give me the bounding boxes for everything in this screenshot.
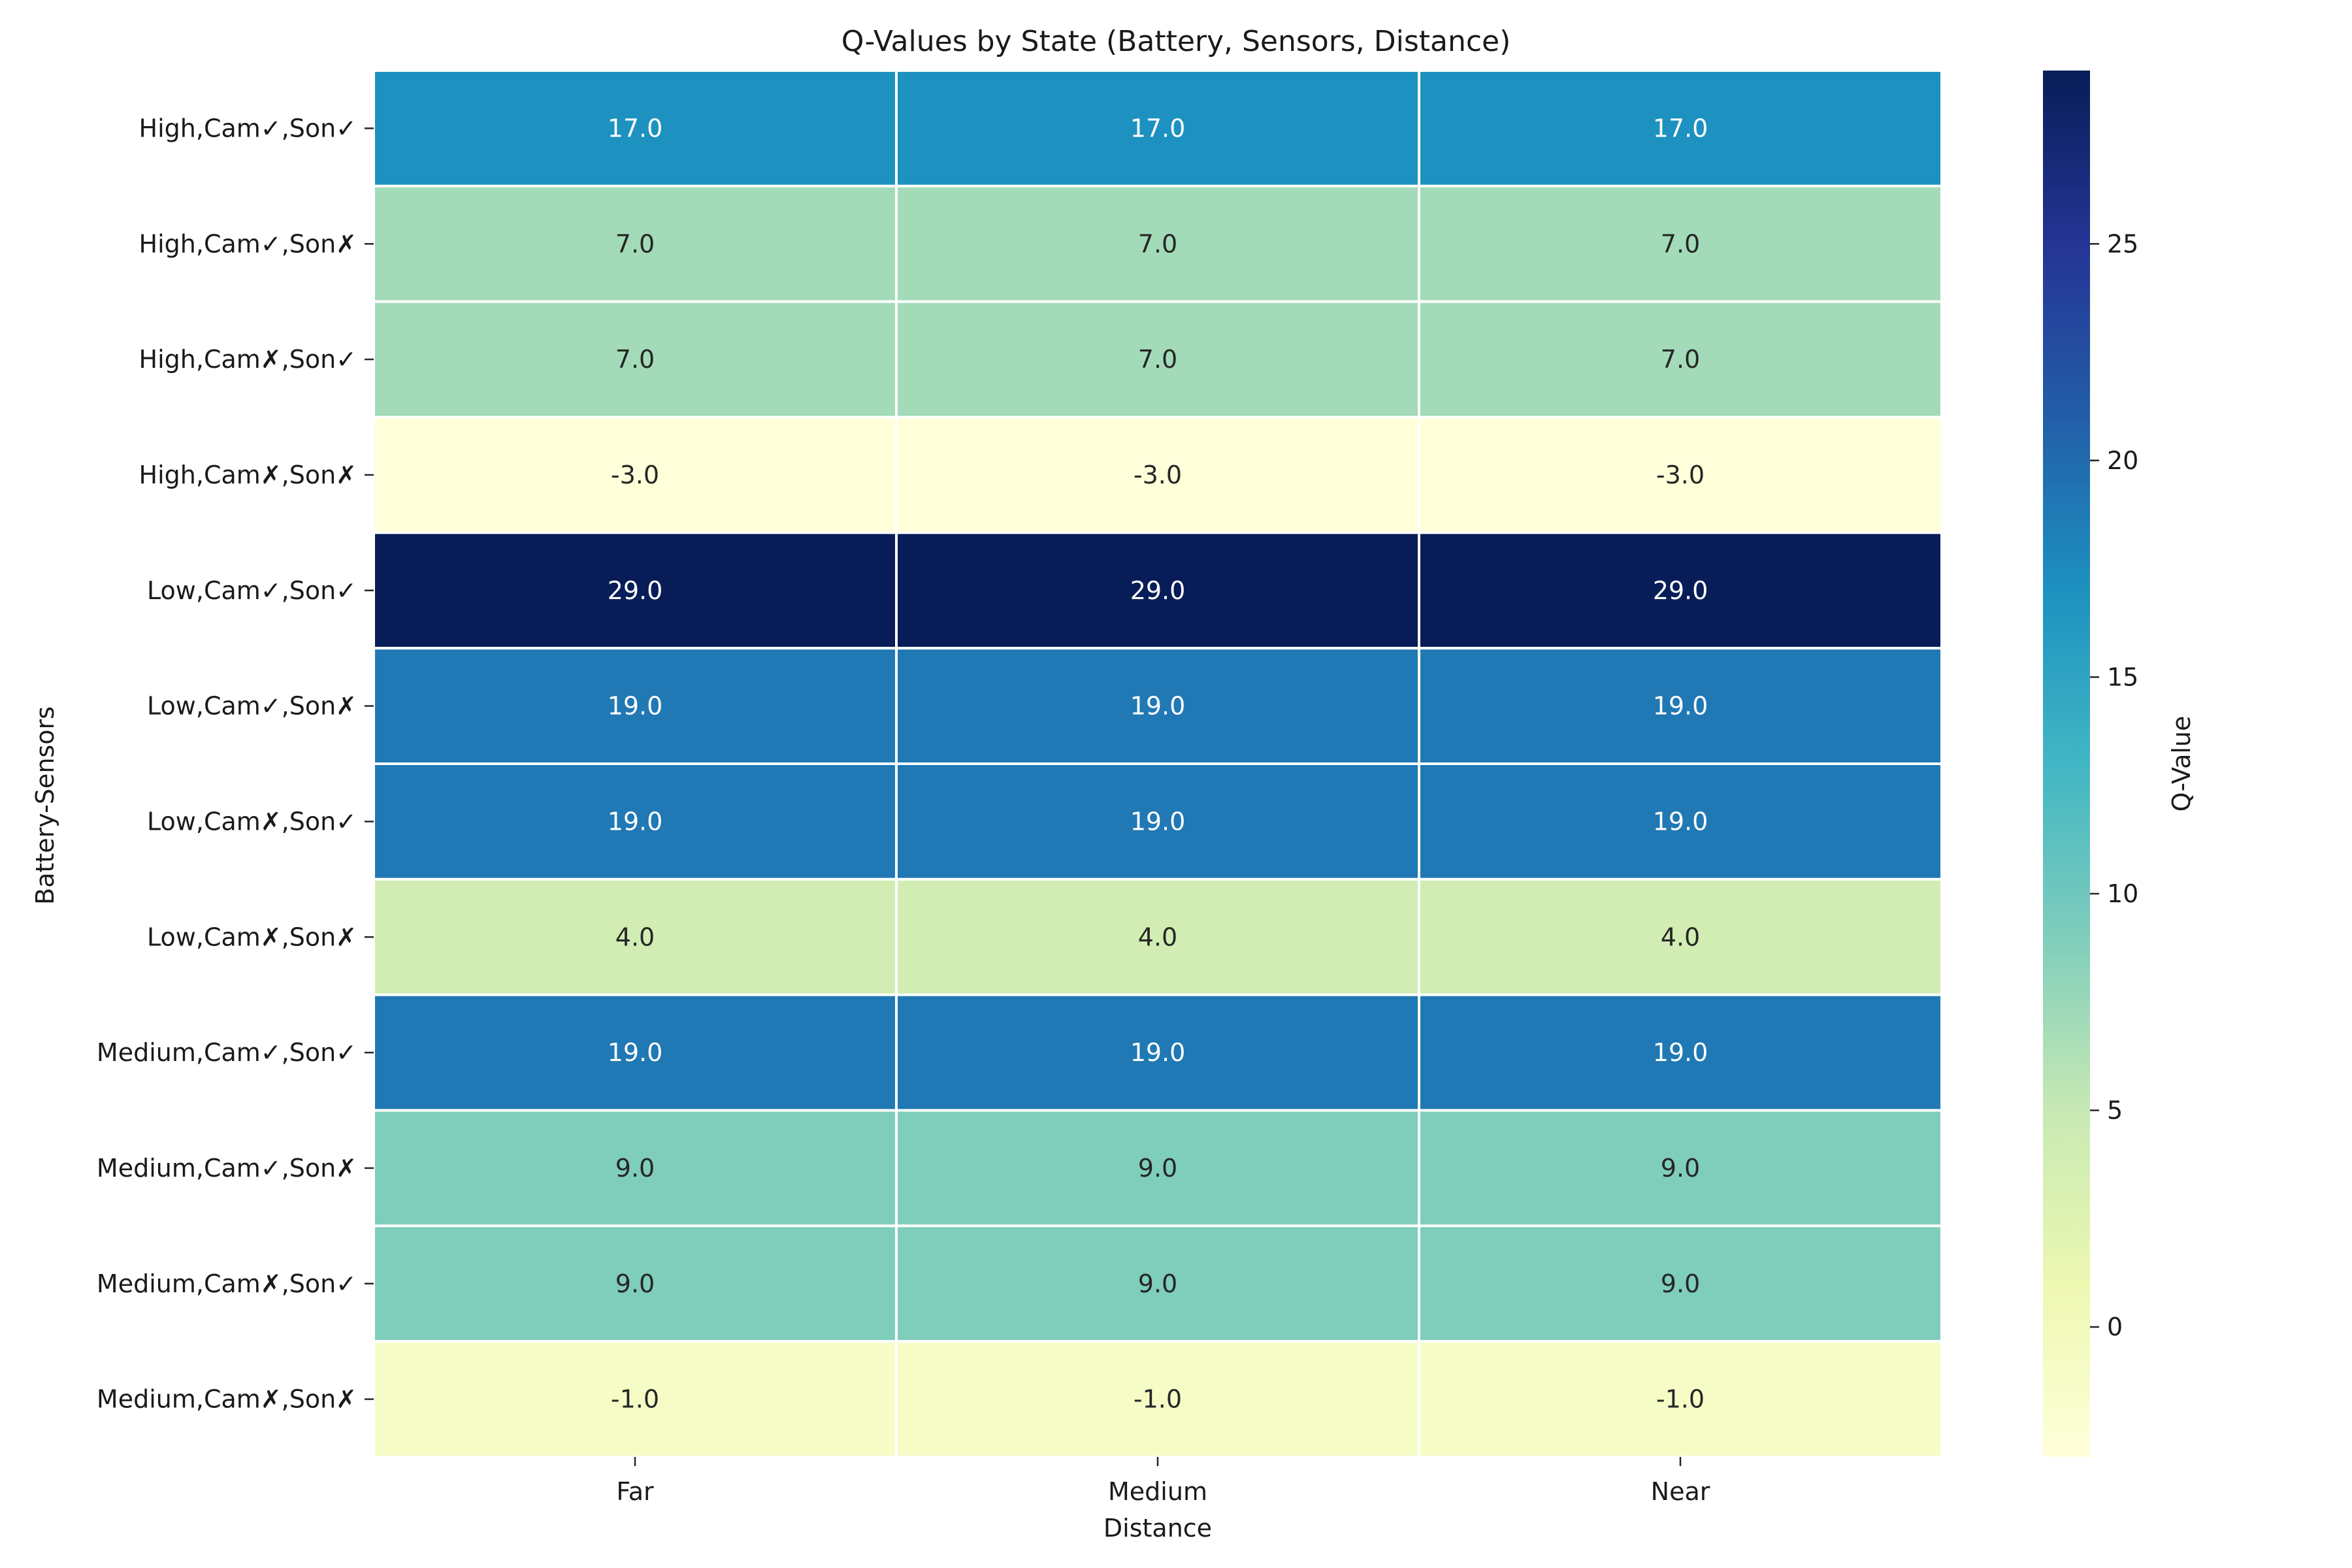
- cell-value-label: 7.0: [1138, 229, 1177, 258]
- cell-value-label: 7.0: [1661, 345, 1700, 374]
- y-axis: High,Cam✓,Son✓ High,Cam✓,Son✗ High,Cam✗,So…: [97, 114, 374, 1414]
- y-tick-label: High,Cam✗,Son✗: [139, 461, 357, 489]
- colorbar-tick-label: 20: [2107, 446, 2138, 475]
- heatmap-cell-labels: 17.0 17.0 17.0 7.0 7.0 7.0 7.0 7.0 7.0 -3.0 -3.0 -3…: [608, 114, 1708, 1413]
- y-tick-label: Low,Cam✓,Son✗: [147, 692, 357, 721]
- heatmap-cell: [895, 300, 1420, 419]
- cell-value-label: -3.0: [611, 461, 659, 489]
- cell-value-label: 7.0: [615, 229, 655, 258]
- heatmap-cell: [1418, 531, 1943, 650]
- cell-value-label: 19.0: [1130, 807, 1186, 836]
- x-axis: Far Medium Near: [616, 1457, 1710, 1506]
- heatmap-cell: [895, 993, 1420, 1112]
- cell-value-label: 19.0: [608, 1038, 663, 1067]
- cell-value-label: 19.0: [1653, 1038, 1708, 1067]
- cell-value-label: 19.0: [1130, 1038, 1186, 1067]
- y-tick-label: Medium,Cam✓,Son✗: [97, 1154, 357, 1183]
- y-tick-label: Medium,Cam✗,Son✓: [97, 1269, 357, 1298]
- cell-value-label: 29.0: [1653, 576, 1708, 605]
- cell-value-label: -1.0: [611, 1385, 659, 1414]
- cell-value-label: -3.0: [1134, 461, 1182, 489]
- cell-value-label: 19.0: [1653, 807, 1708, 836]
- cell-value-label: 19.0: [1653, 692, 1708, 721]
- cell-value-label: 29.0: [1130, 576, 1186, 605]
- cell-value-label: 19.0: [608, 692, 663, 721]
- cell-value-label: 7.0: [1661, 229, 1700, 258]
- heatmap-cell: [372, 531, 898, 650]
- heatmap-cell: [372, 647, 898, 766]
- cell-value-label: 7.0: [615, 345, 655, 374]
- heatmap-cell: [372, 877, 898, 996]
- heatmap-cell: [372, 1224, 898, 1343]
- heatmap-cell: [1418, 647, 1943, 766]
- cell-value-label: 19.0: [1130, 692, 1186, 721]
- heatmap-cell: [372, 416, 898, 534]
- y-tick-label: Low,Cam✓,Son✓: [147, 576, 357, 605]
- heatmap-cells: [372, 69, 1943, 1459]
- heatmap-cell: [895, 1109, 1420, 1228]
- heatmap-cell: [895, 1340, 1420, 1459]
- heatmap-cell: [1418, 993, 1943, 1112]
- y-tick-label: High,Cam✓,Son✓: [139, 114, 357, 142]
- cell-value-label: -3.0: [1656, 461, 1705, 489]
- colorbar-ticks: 0 5 10 15 20 25: [2090, 229, 2138, 1341]
- y-tick-label: Low,Cam✗,Son✓: [147, 807, 357, 836]
- heatmap-cell: [1418, 877, 1943, 996]
- heatmap-cell: [895, 647, 1420, 766]
- heatmap-cell: [372, 300, 898, 419]
- cell-value-label: -1.0: [1134, 1385, 1182, 1414]
- y-tick-label: Low,Cam✗,Son✗: [147, 923, 357, 951]
- heatmap-cell: [895, 762, 1420, 881]
- heatmap-cell: [1418, 300, 1943, 419]
- cell-value-label: 9.0: [1138, 1269, 1177, 1298]
- y-tick-label: High,Cam✗,Son✓: [139, 345, 357, 374]
- cell-value-label: 4.0: [1138, 923, 1177, 951]
- colorbar-tick-label: 15: [2107, 662, 2138, 691]
- chart-title: Q-Values by State (Battery, Sensors, Dis…: [841, 25, 1511, 58]
- cell-value-label: 4.0: [615, 923, 655, 951]
- cell-value-label: 17.0: [1653, 114, 1708, 142]
- heatmap-cell: [1418, 762, 1943, 881]
- heatmap-cell: [1418, 69, 1943, 188]
- cell-value-label: 9.0: [1138, 1154, 1177, 1183]
- cell-value-label: 17.0: [608, 114, 663, 142]
- colorbar: [2043, 71, 2090, 1457]
- heatmap-cell: [1418, 1109, 1943, 1228]
- y-tick-label: Medium,Cam✗,Son✗: [97, 1385, 357, 1414]
- y-tick-label: High,Cam✓,Son✗: [139, 229, 357, 258]
- y-tick-label: Medium,Cam✓,Son✓: [97, 1038, 357, 1067]
- colorbar-tick-label: 0: [2107, 1313, 2123, 1341]
- cell-value-label: 4.0: [1661, 923, 1700, 951]
- x-axis-label: Distance: [1103, 1514, 1212, 1543]
- heatmap-cell: [372, 69, 898, 188]
- heatmap-cell: [895, 877, 1420, 996]
- cell-value-label: -1.0: [1656, 1385, 1705, 1414]
- cell-value-label: 9.0: [615, 1154, 655, 1183]
- x-tick-label: Near: [1651, 1477, 1710, 1506]
- cell-value-label: 7.0: [1138, 345, 1177, 374]
- heatmap-cell: [895, 69, 1420, 188]
- cell-value-label: 19.0: [608, 807, 663, 836]
- heatmap-cell: [1418, 1340, 1943, 1459]
- cell-value-label: 9.0: [615, 1269, 655, 1298]
- cell-value-label: 9.0: [1661, 1269, 1700, 1298]
- colorbar-label: Q-Value: [2167, 716, 2196, 812]
- cell-value-label: 29.0: [608, 576, 663, 605]
- colorbar-tick-label: 5: [2107, 1096, 2123, 1125]
- heatmap-cell: [372, 993, 898, 1112]
- x-tick-label: Medium: [1108, 1477, 1207, 1506]
- y-axis-label: Battery-Sensors: [31, 706, 59, 905]
- colorbar-tick-label: 10: [2107, 879, 2138, 908]
- heatmap-cell: [895, 531, 1420, 650]
- cell-value-label: 17.0: [1130, 114, 1186, 142]
- cell-value-label: 9.0: [1661, 1154, 1700, 1183]
- x-tick-label: Far: [616, 1477, 654, 1506]
- heatmap-cell: [1418, 416, 1943, 534]
- colorbar-tick-label: 25: [2107, 229, 2138, 258]
